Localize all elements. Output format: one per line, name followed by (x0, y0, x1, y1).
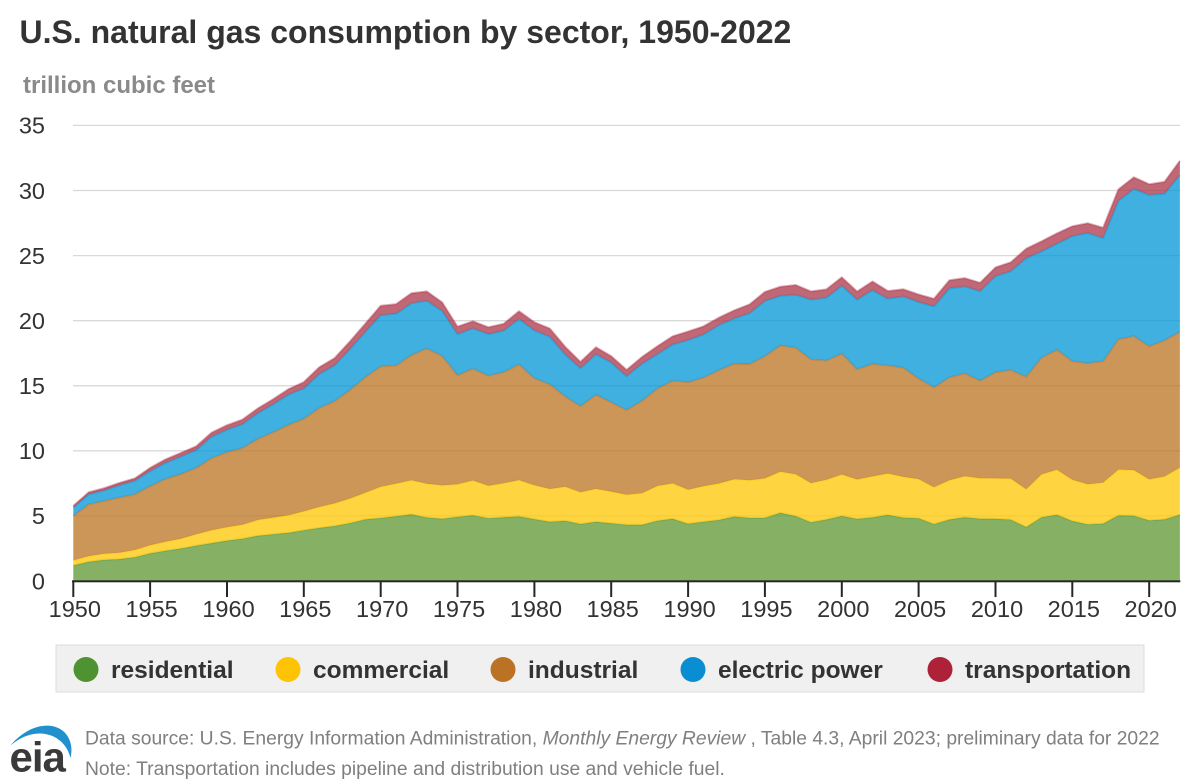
svg-text:20: 20 (19, 308, 45, 334)
svg-text:industrial: industrial (528, 657, 638, 684)
svg-text:25: 25 (19, 243, 45, 269)
svg-text:1950: 1950 (49, 596, 101, 622)
svg-text:1955: 1955 (125, 596, 177, 622)
svg-text:2005: 2005 (894, 596, 946, 622)
svg-text:30: 30 (19, 178, 45, 204)
svg-text:0: 0 (32, 568, 45, 594)
svg-text:U.S. natural gas consumption b: U.S. natural gas consumption by sector, … (20, 14, 792, 50)
svg-text:eia: eia (10, 734, 67, 780)
svg-text:1965: 1965 (279, 596, 331, 622)
svg-text:2015: 2015 (1048, 596, 1100, 622)
svg-text:electric power: electric power (718, 657, 883, 684)
svg-text:1975: 1975 (433, 596, 485, 622)
svg-text:commercial: commercial (313, 657, 449, 684)
svg-text:trillion cubic feet: trillion cubic feet (23, 72, 215, 99)
svg-text:1995: 1995 (740, 596, 792, 622)
svg-text:1980: 1980 (510, 596, 562, 622)
svg-text:1985: 1985 (587, 596, 639, 622)
svg-text:transportation: transportation (965, 657, 1131, 684)
svg-text:1990: 1990 (663, 596, 715, 622)
svg-text:2010: 2010 (971, 596, 1023, 622)
svg-text:Data source: U.S. Energy Infor: Data source: U.S. Energy Information Adm… (85, 729, 1160, 750)
svg-text:2020: 2020 (1125, 596, 1177, 622)
svg-text:Note: Transportation includes: Note: Transportation includes pipeline a… (85, 759, 725, 780)
svg-text:10: 10 (19, 438, 45, 464)
svg-text:35: 35 (19, 113, 45, 139)
svg-text:5: 5 (32, 503, 45, 529)
svg-text:2000: 2000 (817, 596, 869, 622)
svg-text:1970: 1970 (356, 596, 408, 622)
svg-text:residential: residential (111, 657, 234, 684)
svg-text:1960: 1960 (202, 596, 254, 622)
svg-text:15: 15 (19, 373, 45, 399)
